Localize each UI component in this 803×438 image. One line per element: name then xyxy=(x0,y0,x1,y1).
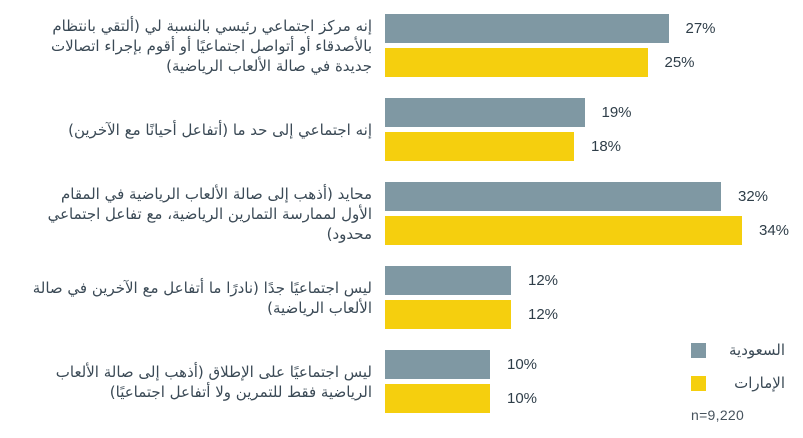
value-label: 18% xyxy=(591,138,622,155)
category-label: إنه اجتماعي إلى حد ما (أتفاعل أحيانًا مع… xyxy=(68,120,372,139)
bar-uae xyxy=(385,132,574,161)
value-label: 32% xyxy=(738,188,769,205)
value-label: 19% xyxy=(601,104,632,121)
bar-row-saudi-arabia: 12% xyxy=(385,266,558,295)
sample-size-note: n=9,220 xyxy=(691,407,745,423)
bar-uae xyxy=(385,216,742,245)
legend-label-saudi-arabia: السعودية xyxy=(728,341,785,359)
bar-saudi-arabia xyxy=(385,182,721,211)
legend-label-uae: الإمارات xyxy=(734,374,785,392)
bar-uae xyxy=(385,48,648,77)
value-label: 12% xyxy=(528,272,559,289)
legend-swatch-saudi-arabia xyxy=(691,342,706,358)
bar-saudi-arabia xyxy=(385,266,511,295)
bar-row-uae: 10% xyxy=(385,384,537,413)
value-label: 34% xyxy=(759,222,790,239)
bar-row-saudi-arabia: 27% xyxy=(385,14,716,43)
bar-saudi-arabia xyxy=(385,14,669,43)
bar-pair: 12% 12% xyxy=(385,266,558,329)
bar-row-uae: 12% xyxy=(385,300,558,329)
category-label: ليس اجتماعيًا جدًا (نادرًا ما أتفاعل مع … xyxy=(32,278,372,317)
legend-item-uae: الإمارات xyxy=(691,374,785,392)
bar-row-saudi-arabia: 10% xyxy=(385,350,537,379)
category-label: إنه مركز اجتماعي رئيسي بالنسبة لي (ألتقي… xyxy=(51,16,372,75)
value-label: 10% xyxy=(507,390,538,407)
value-label: 12% xyxy=(528,306,559,323)
bar-pair: 10% 10% xyxy=(385,350,537,413)
bar-row-saudi-arabia: 19% xyxy=(385,98,632,127)
bar-row-saudi-arabia: 32% xyxy=(385,182,789,211)
value-label: 25% xyxy=(664,54,695,71)
category-label: ليس اجتماعيًا على الإطلاق (أذهب إلى صالة… xyxy=(55,362,372,401)
bar-group: إنه اجتماعي إلى حد ما (أتفاعل أحيانًا مع… xyxy=(0,98,803,161)
bar-uae xyxy=(385,300,511,329)
bar-saudi-arabia xyxy=(385,350,490,379)
bar-row-uae: 18% xyxy=(385,132,632,161)
bar-pair: 27% 25% xyxy=(385,14,716,77)
bar-row-uae: 34% xyxy=(385,216,789,245)
bar-group: إنه مركز اجتماعي رئيسي بالنسبة لي (ألتقي… xyxy=(0,14,803,77)
bar-saudi-arabia xyxy=(385,98,585,127)
value-label: 10% xyxy=(507,356,538,373)
bar-group: ليس اجتماعيًا على الإطلاق (أذهب إلى صالة… xyxy=(0,350,803,413)
bar-uae xyxy=(385,384,490,413)
value-label: 27% xyxy=(685,20,716,37)
bar-group: ليس اجتماعيًا جدًا (نادرًا ما أتفاعل مع … xyxy=(0,266,803,329)
category-label: محايد (أذهب إلى صالة الألعاب الرياضية في… xyxy=(47,184,372,243)
bar-group: محايد (أذهب إلى صالة الألعاب الرياضية في… xyxy=(0,182,803,245)
bar-pair: 32% 34% xyxy=(385,182,789,245)
legend-item-saudi-arabia: السعودية xyxy=(691,341,785,359)
bar-chart: إنه مركز اجتماعي رئيسي بالنسبة لي (ألتقي… xyxy=(0,14,803,413)
legend-swatch-uae xyxy=(691,375,706,391)
legend: السعودية الإمارات n=9,220 xyxy=(691,341,785,423)
bar-pair: 19% 18% xyxy=(385,98,632,161)
bar-row-uae: 25% xyxy=(385,48,716,77)
